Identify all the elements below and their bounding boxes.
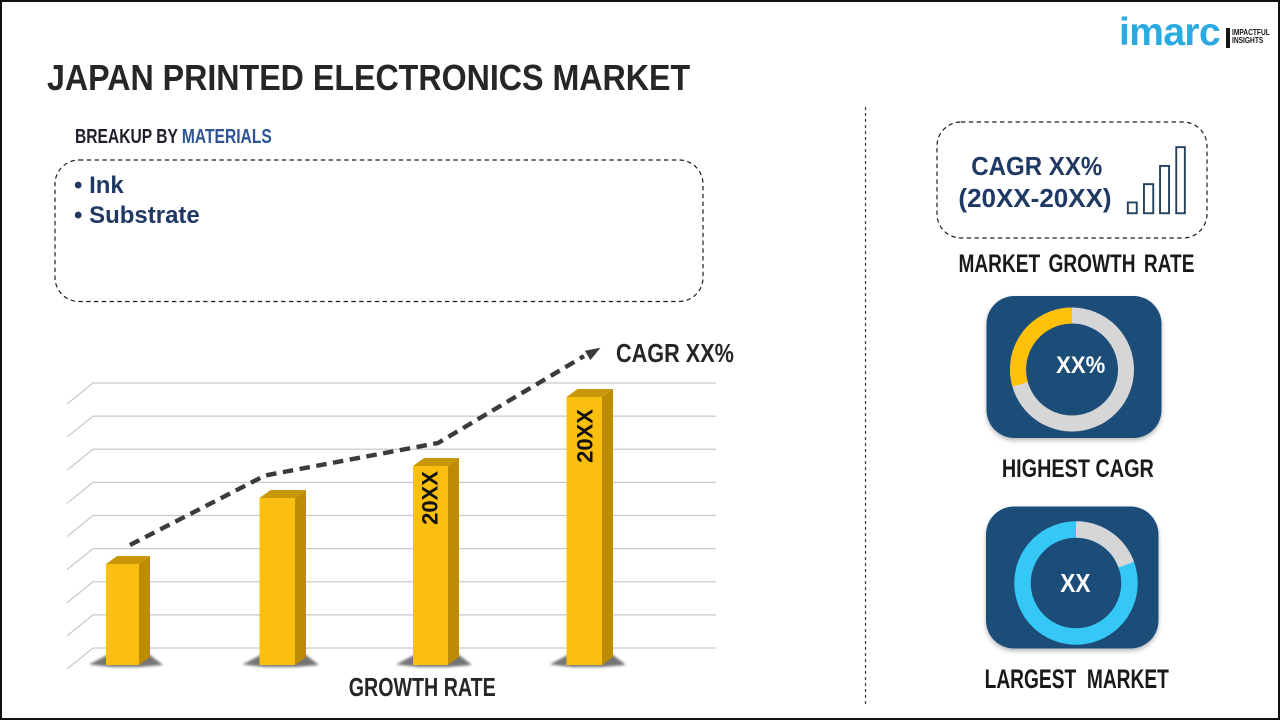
svg-text:20XX: 20XX	[573, 409, 598, 463]
svg-text:20XX: 20XX	[418, 471, 443, 525]
